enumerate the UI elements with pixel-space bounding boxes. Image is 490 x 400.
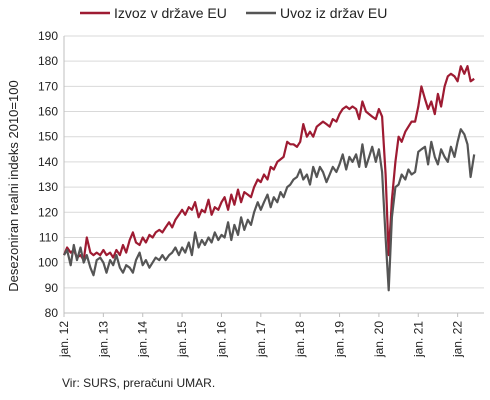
y-tick-label: 120 [38, 205, 58, 219]
x-tick-label: jan. 19 [333, 321, 347, 358]
y-tick-label: 110 [39, 230, 58, 244]
series-group [62, 65, 476, 292]
x-axis-ticks: jan. 12 jan. 13 jan. 14 jan. 15 jan. 16 jan. … [57, 313, 465, 358]
x-tick-label: jan. 18 [293, 321, 307, 358]
x-tick-label: jan. 16 [214, 321, 228, 358]
x-tick-label: jan. 17 [254, 321, 268, 358]
y-axis-ticks: 80 90 100 110 120 130 140 150 160 170 180 190 [38, 29, 58, 320]
y-tick-label: 140 [38, 155, 58, 169]
source-note: Vir: SURS, preračuni UMAR. [62, 376, 216, 390]
grid [63, 35, 484, 314]
y-tick-label: 180 [38, 54, 58, 68]
y-tick-label: 160 [38, 105, 58, 119]
x-tick-label: jan. 15 [175, 321, 189, 358]
legend-label: Izvoz v države EU [114, 5, 227, 21]
legend: Izvoz v države EU Uvoz iz držav EU [80, 5, 387, 21]
x-tick-label: jan. 21 [411, 321, 425, 358]
x-tick-label: jan. 22 [451, 321, 465, 358]
x-tick-label: jan. 14 [136, 321, 150, 358]
y-tick-label: 170 [38, 79, 58, 93]
y-tick-label: 190 [38, 29, 58, 43]
x-tick-label: jan. 13 [96, 321, 110, 358]
y-tick-label: 100 [38, 256, 58, 270]
x-tick-label: jan. 20 [372, 321, 386, 358]
export-series-line [62, 65, 475, 262]
y-axis-label: Desezoniran realni indeks 2010=100 [6, 80, 21, 291]
x-tick-label: jan. 12 [57, 321, 71, 358]
y-tick-label: 90 [45, 281, 59, 295]
y-tick-label: 80 [45, 306, 59, 320]
y-tick-label: 130 [38, 180, 58, 194]
import-series-line [63, 128, 476, 292]
y-tick-label: 150 [38, 130, 58, 144]
legend-label: Uvoz iz držav EU [280, 5, 387, 21]
